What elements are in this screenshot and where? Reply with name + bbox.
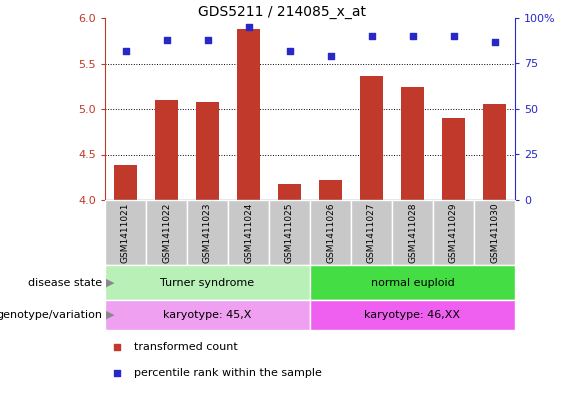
Bar	[433, 200, 474, 265]
Point	[203, 37, 212, 43]
Bar	[114, 165, 137, 200]
Bar	[483, 103, 506, 200]
Text: GSM1411028: GSM1411028	[408, 202, 417, 263]
Bar	[146, 200, 187, 265]
Point	[113, 370, 122, 376]
Bar	[187, 200, 228, 265]
Bar	[105, 200, 146, 265]
Point	[113, 343, 122, 350]
Point	[367, 33, 376, 39]
Text: percentile rank within the sample: percentile rank within the sample	[134, 368, 321, 378]
Point	[162, 37, 171, 43]
Bar	[442, 118, 465, 200]
Text: GSM1411026: GSM1411026	[326, 202, 335, 263]
Bar	[319, 180, 342, 200]
Bar	[401, 87, 424, 200]
Bar	[360, 76, 383, 200]
Text: ▶: ▶	[106, 277, 115, 288]
Bar	[105, 265, 310, 300]
Bar	[392, 200, 433, 265]
Text: GSM1411029: GSM1411029	[449, 202, 458, 263]
Text: GSM1411025: GSM1411025	[285, 202, 294, 263]
Point	[326, 53, 335, 59]
Text: ▶: ▶	[106, 310, 115, 320]
Text: karyotype: 45,X: karyotype: 45,X	[163, 310, 251, 320]
Text: normal euploid: normal euploid	[371, 277, 454, 288]
Text: Turner syndrome: Turner syndrome	[160, 277, 255, 288]
Bar	[237, 29, 260, 200]
Text: GSM1411021: GSM1411021	[121, 202, 130, 263]
Point	[408, 33, 417, 39]
Text: GSM1411024: GSM1411024	[244, 202, 253, 263]
Text: karyotype: 46,XX: karyotype: 46,XX	[364, 310, 460, 320]
Point	[244, 24, 253, 30]
Bar	[155, 100, 178, 200]
Bar	[310, 300, 515, 330]
Text: transformed count: transformed count	[134, 342, 237, 352]
Text: GDS5211 / 214085_x_at: GDS5211 / 214085_x_at	[198, 5, 367, 19]
Text: GSM1411022: GSM1411022	[162, 202, 171, 263]
Text: GSM1411030: GSM1411030	[490, 202, 499, 263]
Bar	[269, 200, 310, 265]
Text: disease state: disease state	[28, 277, 102, 288]
Point	[449, 33, 458, 39]
Point	[285, 48, 294, 54]
Bar	[310, 265, 515, 300]
Text: GSM1411027: GSM1411027	[367, 202, 376, 263]
Bar	[105, 300, 310, 330]
Bar	[310, 200, 351, 265]
Bar	[474, 200, 515, 265]
Text: genotype/variation: genotype/variation	[0, 310, 102, 320]
Point	[490, 39, 499, 45]
Point	[121, 48, 130, 54]
Text: GSM1411023: GSM1411023	[203, 202, 212, 263]
Bar	[196, 102, 219, 200]
Bar	[278, 184, 301, 200]
Bar	[351, 200, 392, 265]
Bar	[228, 200, 269, 265]
